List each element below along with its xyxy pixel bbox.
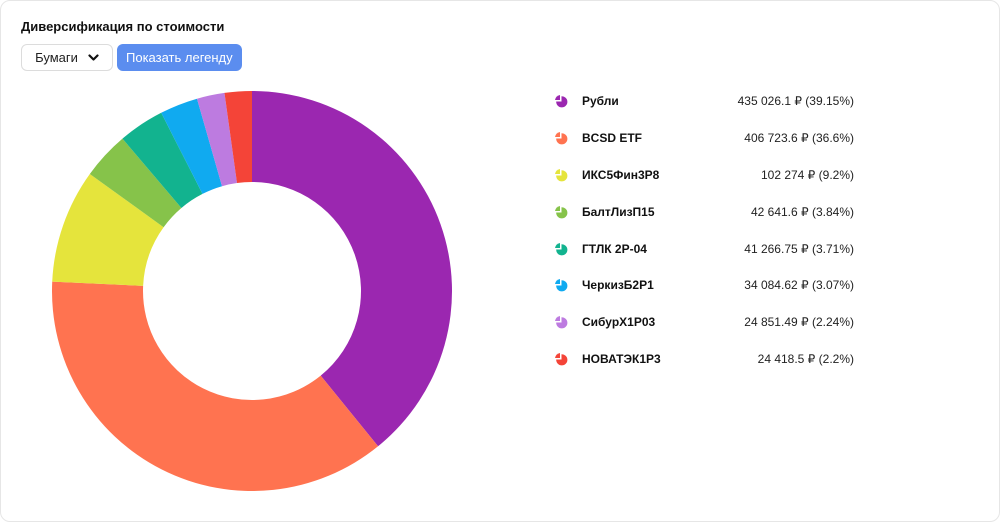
legend-item[interactable]: ЧеркизБ2Р1 34 084.62 ₽ (3.07%) (554, 267, 854, 304)
legend-item-value: 42 641.6 ₽ (3.84%) (750, 204, 854, 219)
legend-item[interactable]: ГТЛК 2Р-04 41 266.75 ₽ (3.71%) (554, 230, 854, 267)
chevron-down-icon (88, 53, 99, 61)
pie-chart-icon (555, 205, 568, 219)
controls: Бумаги Показать легенду (21, 44, 242, 71)
legend: Рубли 435 026.1 ₽ (39.15%) BCSD ETF 406 … (554, 83, 854, 377)
card-title: Диверсификация по стоимости (21, 19, 225, 34)
legend-item-name: BCSD ETF (582, 131, 642, 146)
donut-slice[interactable] (197, 92, 237, 187)
legend-item-name: ЧеркизБ2Р1 (582, 278, 654, 293)
legend-item[interactable]: ИКС5Фин3Р8 102 274 ₽ (9.2%) (554, 157, 854, 194)
legend-item[interactable]: НОВАТЭК1Р3 24 418.5 ₽ (2.2%) (554, 341, 854, 378)
legend-item-value: 34 084.62 ₽ (3.07%) (744, 278, 854, 293)
securities-select[interactable]: Бумаги (21, 44, 113, 71)
legend-item-name: БалтЛизП15 (582, 204, 655, 219)
pie-chart-icon (555, 132, 568, 145)
legend-item-name: Рубли (582, 94, 619, 109)
donut-slice[interactable] (252, 91, 452, 447)
pie-chart-icon (555, 316, 568, 329)
legend-item[interactable]: СибурХ1Р03 24 851.49 ₽ (2.24%) (554, 304, 854, 341)
donut-slice[interactable] (52, 173, 164, 286)
pie-chart-icon (555, 168, 568, 182)
legend-item[interactable]: БалтЛизП15 42 641.6 ₽ (3.84%) (554, 193, 854, 230)
legend-item-value: 102 274 ₽ (9.2%) (760, 167, 854, 182)
legend-item-name: НОВАТЭК1Р3 (582, 351, 661, 366)
pie-chart-icon (555, 242, 568, 255)
donut-slice[interactable] (161, 98, 223, 194)
donut-chart (52, 91, 452, 491)
legend-item-value: 41 266.75 ₽ (3.71%) (744, 241, 854, 256)
pie-chart-icon (555, 279, 568, 292)
legend-item-value: 24 851.49 ₽ (2.24%) (744, 315, 854, 330)
select-value: Бумаги (35, 50, 78, 65)
legend-item-name: ГТЛК 2Р-04 (582, 241, 647, 256)
donut-slice[interactable] (52, 281, 379, 491)
donut-slice[interactable] (224, 91, 252, 184)
legend-item-value: 24 418.5 ₽ (2.2%) (757, 351, 854, 366)
donut-slice[interactable] (122, 112, 203, 208)
legend-item-value: 435 026.1 ₽ (39.15%) (737, 94, 854, 109)
donut-slice[interactable] (89, 138, 182, 228)
legend-item[interactable]: BCSD ETF 406 723.6 ₽ (36.6%) (554, 120, 854, 157)
show-legend-button[interactable]: Показать легенду (117, 44, 242, 71)
legend-item[interactable]: Рубли 435 026.1 ₽ (39.15%) (554, 83, 854, 120)
pie-chart-icon (555, 95, 568, 108)
legend-item-name: ИКС5Фин3Р8 (582, 167, 660, 182)
pie-chart-icon (555, 352, 568, 366)
legend-item-value: 406 723.6 ₽ (36.6%) (744, 131, 854, 146)
legend-item-name: СибурХ1Р03 (582, 315, 656, 330)
